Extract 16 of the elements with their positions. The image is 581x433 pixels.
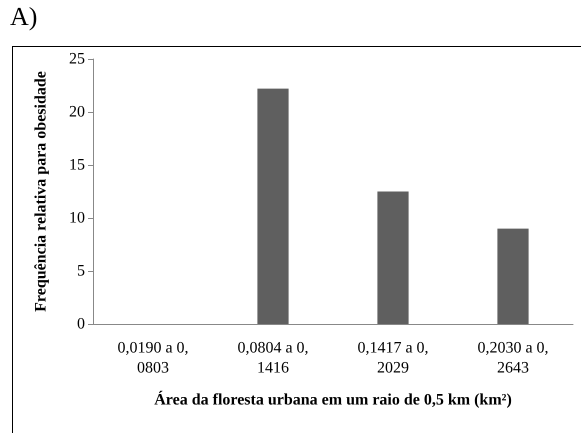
chart-title: A): [10, 2, 38, 32]
x-tick-label: 0,0804 a 0,1416: [237, 340, 309, 376]
x-tick-label: 0,1417 a 0,2029: [357, 340, 429, 376]
y-tick-label: 20: [69, 104, 85, 120]
y-tick-label: 15: [69, 156, 85, 174]
y-tick-label: 25: [69, 50, 85, 68]
bar: [377, 192, 409, 324]
y-tick-label: 10: [69, 210, 85, 226]
bar: [257, 88, 289, 324]
x-tick-label: 0,2030 a 0,2643: [477, 340, 549, 376]
x-tick-label: 0,0190 a 0,0803: [117, 340, 189, 376]
y-tick-label: 0: [77, 316, 85, 332]
x-axis-title: Área da floresta urbana em um raio de 0,5 km (km²): [154, 390, 512, 408]
bar: [497, 228, 529, 324]
y-axis-title: Frequência relativa para obesidade: [32, 71, 50, 312]
y-tick-label: 5: [77, 262, 85, 280]
